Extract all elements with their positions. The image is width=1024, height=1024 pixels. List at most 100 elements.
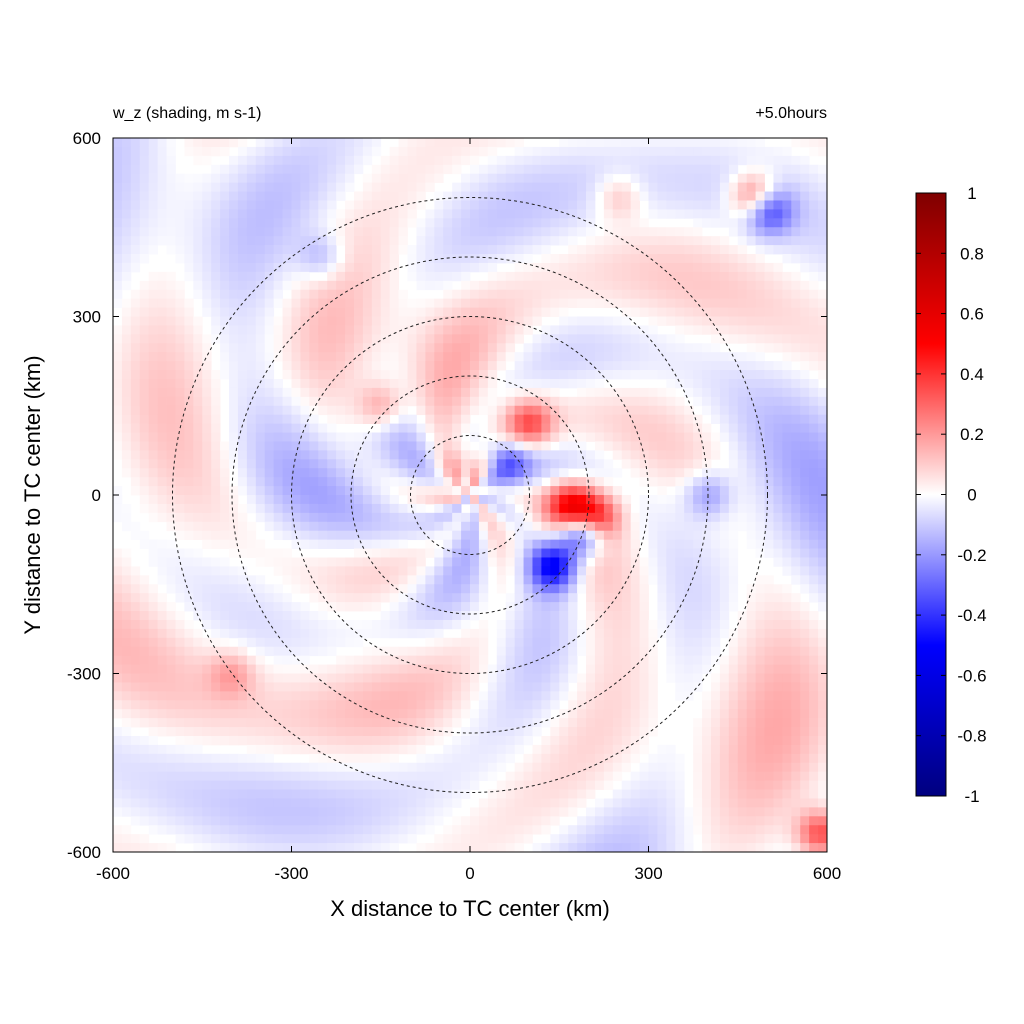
shading-cell xyxy=(202,138,212,148)
shading-cell xyxy=(139,200,150,210)
shading-cell xyxy=(666,262,676,273)
shading-cell xyxy=(523,459,533,469)
shading-cell xyxy=(300,834,310,844)
shading-cell xyxy=(461,691,471,701)
shading-cell xyxy=(273,164,283,175)
shading-cell xyxy=(184,227,194,237)
shading-cell xyxy=(470,352,480,362)
shading-cell xyxy=(336,762,346,773)
shading-cell xyxy=(291,557,301,567)
shading-cell xyxy=(434,816,444,826)
shading-cell xyxy=(541,280,551,291)
shading-cell xyxy=(353,718,364,728)
shading-cell xyxy=(702,566,712,576)
shading-cell xyxy=(264,673,275,683)
shading-cell xyxy=(586,619,596,630)
shading-cell xyxy=(577,414,587,425)
shading-cell xyxy=(264,387,275,398)
shading-cell xyxy=(362,495,373,505)
shading-cell xyxy=(336,450,346,460)
shading-cell xyxy=(371,307,382,317)
shading-cell xyxy=(648,834,658,844)
shading-cell xyxy=(496,735,507,746)
shading-cell xyxy=(630,682,640,692)
shading-cell xyxy=(505,619,516,630)
shading-cell xyxy=(693,762,703,773)
shading-cell xyxy=(514,173,524,184)
shading-cell xyxy=(327,727,337,737)
shading-cell xyxy=(577,762,587,773)
shading-cell xyxy=(657,495,667,505)
shading-cell xyxy=(362,512,373,523)
shading-cell xyxy=(425,762,435,773)
shading-cell xyxy=(532,432,542,442)
shading-cell xyxy=(345,735,355,746)
shading-cell xyxy=(434,548,444,558)
shading-cell xyxy=(309,146,319,157)
shading-cell xyxy=(425,602,435,612)
shading-cell xyxy=(693,361,703,371)
shading-cell xyxy=(166,664,176,674)
shading-cell xyxy=(282,655,292,665)
shading-cell xyxy=(282,521,292,532)
shading-cell xyxy=(130,236,141,246)
shading-cell xyxy=(666,548,676,558)
shading-cell xyxy=(273,450,283,460)
shading-cell xyxy=(568,289,578,300)
shading-cell xyxy=(353,459,364,469)
shading-cell xyxy=(264,262,275,273)
shading-cell xyxy=(389,789,400,799)
shading-cell xyxy=(702,173,712,184)
shading-cell xyxy=(184,655,194,665)
shading-cell xyxy=(443,361,453,371)
shading-cell xyxy=(702,611,712,621)
shading-cell xyxy=(702,798,712,808)
shading-cell xyxy=(300,566,310,576)
shading-cell xyxy=(586,200,596,210)
shading-cell xyxy=(264,584,275,594)
shading-cell xyxy=(220,619,230,630)
shading-cell xyxy=(684,646,694,657)
shading-cell xyxy=(568,343,578,353)
shading-cell xyxy=(237,396,248,407)
shading-cell xyxy=(470,182,480,192)
shading-cell xyxy=(568,575,578,585)
shading-cell xyxy=(559,682,569,692)
shading-cell xyxy=(452,477,462,487)
shading-cell xyxy=(666,164,676,175)
shading-cell xyxy=(121,557,132,567)
shading-cell xyxy=(452,468,462,478)
shading-cell xyxy=(371,575,382,585)
shading-cell xyxy=(184,209,194,219)
shading-cell xyxy=(514,611,524,621)
shading-cell xyxy=(577,191,587,201)
shading-cell xyxy=(621,423,632,433)
shading-cell xyxy=(157,405,167,416)
shading-cell xyxy=(139,307,150,317)
shading-cell xyxy=(130,200,141,210)
shading-cell xyxy=(523,834,533,844)
shading-cell xyxy=(184,566,194,576)
shading-cell xyxy=(309,396,319,407)
shading-cell xyxy=(648,512,658,523)
shading-cell xyxy=(666,664,676,674)
shading-cell xyxy=(443,254,453,264)
shading-cell xyxy=(139,664,150,674)
shading-cell xyxy=(666,414,676,425)
shading-cell xyxy=(657,548,667,558)
shading-cell xyxy=(264,289,275,300)
shading-cell xyxy=(309,628,319,639)
shading-cell xyxy=(345,173,355,184)
shading-cell xyxy=(675,414,685,425)
shading-cell xyxy=(121,735,132,746)
shading-cell xyxy=(202,727,212,737)
shading-cell xyxy=(309,254,319,264)
shading-cell xyxy=(121,834,132,844)
shading-cell xyxy=(193,825,203,835)
shading-cell xyxy=(371,236,382,246)
shading-cell xyxy=(541,182,551,192)
shading-cell xyxy=(559,280,569,291)
shading-cell xyxy=(211,280,221,291)
shading-cell xyxy=(282,628,292,639)
shading-cell xyxy=(514,378,524,389)
